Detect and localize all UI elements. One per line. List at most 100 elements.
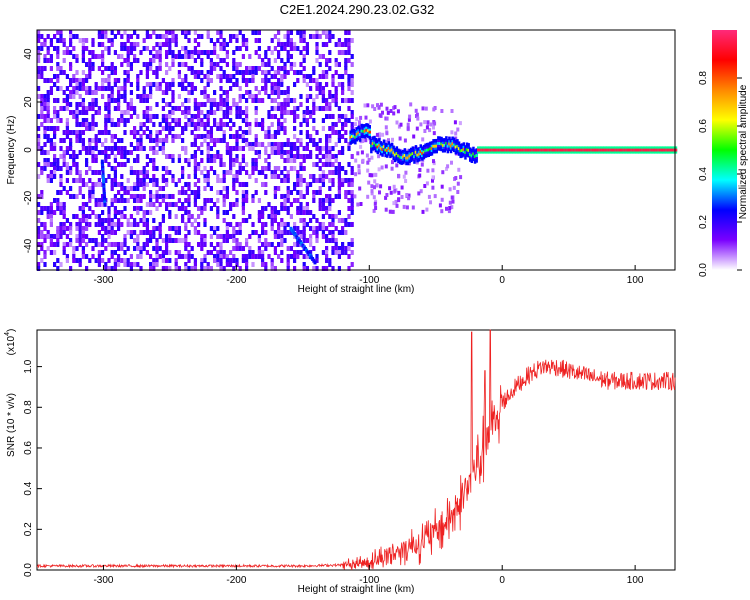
- spectrogram-cell: [53, 262, 57, 267]
- spectrogram-cell: [331, 98, 335, 103]
- spectrogram-cell: [347, 118, 351, 123]
- spectrogram-cell: [200, 158, 204, 163]
- spectrogram-cell: [72, 110, 76, 115]
- spectrogram-cell: [40, 210, 44, 215]
- spectrogram-cell: [149, 194, 153, 199]
- spectrogram-cell: [296, 78, 300, 83]
- spectrogram-cell: [81, 54, 85, 59]
- spectrogram-cell: [94, 102, 98, 107]
- spectrogram-cell: [222, 250, 226, 255]
- spectrogram-cell: [123, 130, 127, 135]
- spectrogram-cell: [94, 202, 98, 207]
- spectrogram-cell: [448, 200, 452, 205]
- spectrogram-cell: [59, 34, 63, 39]
- spectrogram-cell: [149, 262, 153, 267]
- spectrogram-cell: [123, 154, 127, 159]
- spectrogram-cell: [110, 218, 114, 223]
- spectrogram-cell: [309, 86, 313, 91]
- carrier-cell: [612, 148, 615, 152]
- spectrogram-cell: [241, 206, 245, 211]
- spectrogram-cell: [245, 242, 249, 247]
- spectrogram-cell: [190, 222, 194, 227]
- spectrogram-cell: [213, 258, 217, 263]
- spectrogram-cell: [203, 202, 207, 207]
- spectrogram-cell: [81, 194, 85, 199]
- spectrogram-cell: [395, 163, 399, 168]
- spectrogram-cell: [171, 82, 175, 87]
- spectrogram-cell: [197, 74, 201, 79]
- spectrogram-cell: [232, 266, 236, 271]
- spectrogram-cell: [206, 70, 210, 75]
- spectrogram-cell: [431, 178, 434, 183]
- spectrogram-cell: [328, 238, 332, 243]
- spectrogram-cell: [88, 186, 92, 191]
- spectrogram-cell: [254, 178, 258, 183]
- spectrogram-cell: [139, 218, 143, 223]
- spectrogram-cell: [312, 162, 316, 167]
- spectrogram-cell: [49, 234, 53, 239]
- carrier-cell: [601, 148, 604, 152]
- spectrogram-cell: [206, 262, 210, 267]
- spectrogram-cell: [331, 122, 335, 127]
- spectrogram-cell: [232, 50, 236, 55]
- spectrogram-cell: [120, 198, 124, 203]
- spectrogram-cell: [225, 102, 229, 107]
- spectrogram-cell: [78, 102, 82, 107]
- spectrogram-cell: [123, 86, 127, 91]
- spectrogram-cell: [428, 128, 432, 133]
- spectrogram-cell: [328, 214, 332, 219]
- spectrogram-cell: [248, 126, 252, 131]
- spectrogram-cell: [37, 162, 41, 167]
- carrier-line: [349, 123, 678, 166]
- spectrogram-cell: [46, 162, 50, 167]
- spectrogram-cell: [411, 205, 415, 210]
- spectrogram-cell: [347, 50, 351, 55]
- spectrogram-cell: [136, 238, 140, 243]
- spectrogram-cell: [101, 34, 105, 39]
- spectrogram-cell: [235, 174, 239, 179]
- spectrogram-cell: [181, 78, 185, 83]
- spectrogram-cell: [133, 146, 137, 151]
- spectrogram-cell: [219, 42, 223, 47]
- spectrogram-cell: [177, 122, 181, 127]
- spectrogram-cell: [81, 38, 85, 43]
- spectrogram-cell: [321, 202, 325, 207]
- spectrogram-cell: [225, 90, 229, 95]
- spectrogram-cell: [43, 42, 47, 47]
- carrier-cell: [520, 148, 523, 152]
- spectrogram-cell: [155, 74, 159, 79]
- spectrogram-cell: [40, 42, 44, 47]
- spectrogram-cell: [136, 174, 140, 179]
- spectrogram-cell: [78, 174, 82, 179]
- spectrogram-cell: [168, 86, 172, 91]
- spectrogram-cell: [81, 130, 85, 135]
- carrier-cell: [571, 148, 574, 152]
- spectrogram-cell: [158, 146, 162, 151]
- spectrogram-cell: [286, 90, 290, 95]
- spectrogram-cell: [88, 198, 92, 203]
- spectrogram-cell: [280, 142, 284, 147]
- spectrogram-cell: [248, 146, 252, 151]
- spectrogram-cell: [328, 154, 332, 159]
- spectrogram-cell: [209, 138, 213, 143]
- spectrogram-cell: [62, 130, 66, 135]
- spectrogram-cell: [229, 106, 233, 111]
- spectrogram-cell: [251, 78, 255, 83]
- spectrogram-cell: [273, 142, 277, 147]
- spectrogram-cell: [177, 118, 181, 123]
- spectrogram-cell: [152, 46, 156, 51]
- spectrogram-cell: [97, 202, 101, 207]
- carrier-cell: [577, 148, 580, 152]
- spectrogram-cell: [219, 78, 223, 83]
- spectrogram-cell: [293, 82, 297, 87]
- spectrogram-cell: [426, 168, 430, 173]
- spectrogram-cell: [213, 118, 217, 123]
- spectrogram-cell: [65, 150, 69, 155]
- spectrogram-cell: [145, 170, 149, 175]
- spectrogram-cell: [318, 90, 322, 95]
- spectrogram-cell: [107, 38, 111, 43]
- spectrogram-cell: [203, 102, 207, 107]
- spectrogram-cell: [94, 158, 98, 163]
- spectrogram-cell: [396, 109, 400, 114]
- spectrogram-cell: [102, 181, 106, 186]
